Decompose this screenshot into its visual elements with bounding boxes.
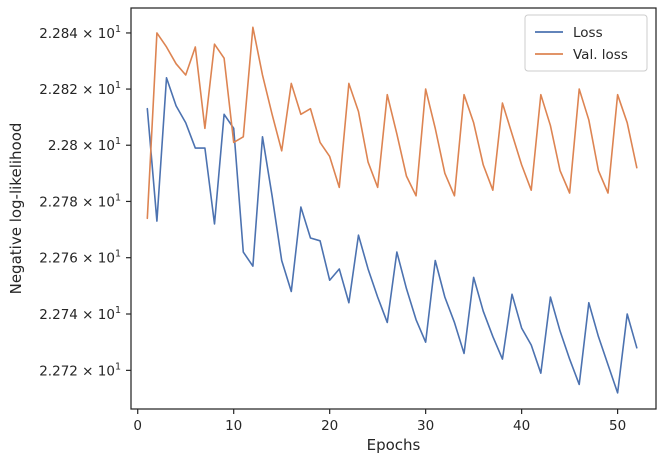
y-tick-label: 2.28 × 101 (48, 136, 121, 154)
y-tick-mantissa: 2.272 (39, 363, 78, 379)
y-tick-mantissa: 2.276 (39, 251, 78, 267)
y-tick-exponent: 1 (115, 80, 121, 91)
x-tick-label: 20 (321, 418, 338, 434)
x-tick-label: 0 (133, 418, 142, 434)
series-layer (146, 26, 638, 394)
x-axis-title: Epochs (367, 436, 421, 454)
y-tick-times: × 10 (78, 26, 115, 42)
y-tick-exponent: 1 (115, 361, 121, 372)
legend-box (524, 14, 648, 72)
x-axis: 0 10 20 30 40 50 (133, 409, 626, 434)
y-tick-label: 2.278 × 101 (39, 192, 121, 210)
y-tick-times: × 10 (78, 363, 115, 379)
y-tick-times: × 10 (78, 82, 115, 98)
y-tick-mantissa: 2.274 (39, 307, 78, 323)
series-line-loss (146, 77, 638, 394)
y-tick-exponent: 1 (115, 305, 121, 316)
y-tick-times: × 10 (78, 194, 115, 210)
y-tick-mantissa: 2.28 (48, 138, 78, 154)
legend-label: Val. loss (573, 47, 628, 63)
plot-frame (130, 7, 657, 410)
y-tick-label: 2.272 × 101 (39, 361, 121, 379)
y-tick-mantissa: 2.282 (39, 82, 78, 98)
legend-label: Loss (573, 25, 603, 41)
y-tick-exponent: 1 (115, 192, 121, 203)
y-tick-times: × 10 (78, 251, 115, 267)
y-tick-mantissa: 2.278 (39, 194, 78, 210)
y-tick-label: 2.282 × 101 (39, 80, 121, 98)
legend: Loss Val. loss (524, 14, 648, 72)
x-tick-label: 10 (225, 418, 242, 434)
x-tick-label: 30 (417, 418, 434, 434)
x-tick-label: 50 (609, 418, 626, 434)
y-tick-exponent: 1 (115, 249, 121, 260)
y-tick-exponent: 1 (115, 136, 121, 147)
y-tick-mantissa: 2.284 (39, 26, 78, 42)
y-tick-label: 2.274 × 101 (39, 305, 121, 323)
x-tick-label: 40 (513, 418, 530, 434)
y-tick-times: × 10 (78, 138, 115, 154)
y-axis-title: Negative log-likelihood (7, 123, 25, 295)
y-tick-times: × 10 (78, 307, 115, 323)
series-line-val-loss (146, 26, 638, 220)
y-tick-label: 2.276 × 101 (39, 249, 121, 267)
y-tick-label: 2.284 × 101 (39, 24, 121, 42)
y-tick-exponent: 1 (115, 24, 121, 35)
